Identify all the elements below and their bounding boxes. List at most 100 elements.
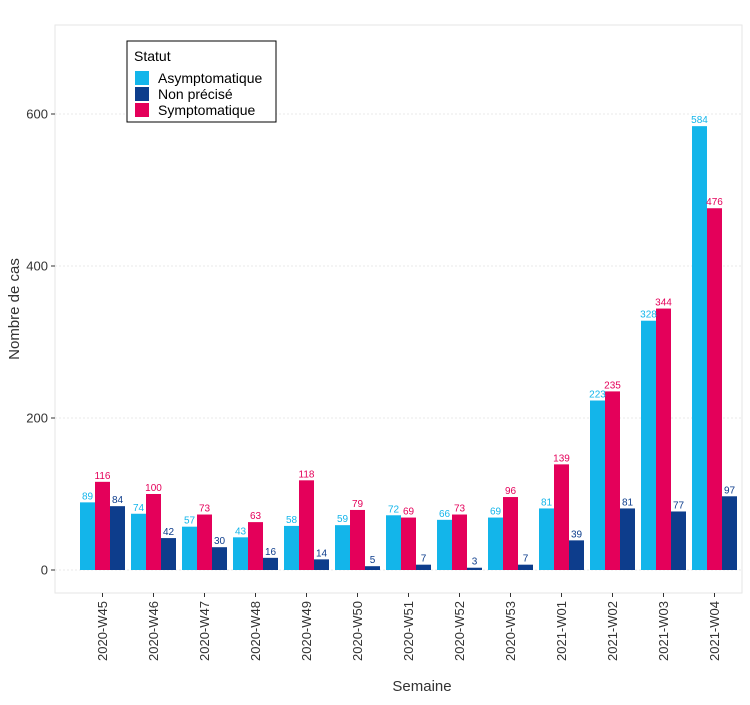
bar	[641, 320, 656, 570]
bar	[467, 567, 482, 570]
data-label: 58	[286, 515, 298, 526]
data-label: 89	[82, 491, 94, 502]
bar	[452, 514, 467, 570]
data-label: 7	[421, 554, 427, 565]
legend-box	[126, 40, 277, 123]
bar	[299, 480, 314, 570]
bar	[416, 564, 431, 570]
data-label: 84	[112, 495, 124, 506]
bar	[161, 538, 176, 570]
bars	[80, 126, 737, 571]
value-labels: 8911684741004257733043631658118145979572…	[82, 115, 736, 568]
data-label: 74	[133, 503, 145, 514]
bar	[284, 525, 299, 570]
data-label: 69	[403, 507, 415, 518]
data-label: 81	[622, 497, 634, 508]
y-axis: 0 200 400 600	[26, 107, 55, 578]
bar	[131, 513, 146, 570]
data-label: 43	[235, 526, 247, 537]
x-tick-label: 2021-W03	[656, 601, 671, 661]
x-tick-label: 2020-W53	[503, 601, 518, 661]
data-label: 223	[589, 390, 606, 401]
bar	[146, 494, 161, 570]
legend-label-0: Asymptomatique	[158, 70, 262, 86]
x-axis: 2020-W45 2020-W46 2020-W47 2020-W48 2020-W49…	[95, 593, 722, 661]
data-label: 116	[95, 471, 111, 482]
data-label: 328	[640, 310, 657, 321]
bar	[263, 557, 278, 570]
data-label: 96	[505, 486, 517, 497]
bar	[182, 526, 197, 570]
data-label: 235	[604, 380, 621, 391]
data-label: 39	[571, 529, 583, 540]
data-label: 3	[472, 557, 478, 568]
data-label: 14	[316, 548, 328, 559]
bar	[248, 522, 263, 570]
bar	[569, 540, 584, 570]
legend-label-2: Symptomatique	[158, 102, 255, 118]
bar	[212, 547, 227, 570]
bar	[656, 308, 671, 570]
data-label: 77	[673, 500, 685, 511]
y-tick-label: 0	[41, 563, 48, 578]
bar	[671, 511, 686, 570]
data-label: 73	[199, 504, 211, 515]
x-tick-label: 2020-W48	[248, 601, 263, 661]
data-label: 139	[553, 453, 570, 464]
data-label: 72	[388, 504, 400, 515]
bar	[539, 508, 554, 570]
x-tick-label: 2020-W52	[452, 601, 467, 661]
data-label: 16	[265, 547, 277, 558]
y-tick-label: 400	[26, 259, 48, 274]
legend-swatch-1	[135, 87, 149, 101]
bar	[503, 497, 518, 570]
data-label: 66	[439, 509, 451, 520]
bar	[365, 566, 380, 570]
x-tick-label: 2020-W50	[350, 601, 365, 661]
bar	[350, 509, 365, 570]
x-tick-label: 2020-W51	[401, 601, 416, 661]
data-label: 63	[250, 511, 262, 522]
data-label: 69	[490, 507, 502, 518]
data-label: 30	[214, 536, 226, 547]
legend-label-1: Non précisé	[158, 86, 233, 102]
legend-title: Statut	[134, 48, 171, 64]
legend-swatch-2	[135, 103, 149, 117]
legend: Statut Asymptomatique Non précisé Sympto…	[126, 40, 277, 123]
y-axis-title: Nombre de cas	[6, 258, 23, 360]
bar	[80, 502, 95, 570]
legend-swatch-0	[135, 71, 149, 85]
bar	[233, 537, 248, 570]
bar	[620, 508, 635, 570]
bar	[401, 517, 416, 570]
data-label: 59	[337, 514, 349, 525]
bar	[707, 208, 722, 571]
data-label: 81	[541, 497, 553, 508]
data-label: 476	[706, 197, 723, 208]
bar	[722, 496, 737, 570]
bar	[95, 481, 110, 570]
bar	[110, 506, 125, 570]
bar	[518, 564, 533, 570]
x-tick-label: 2021-W02	[605, 601, 620, 661]
bar	[488, 517, 503, 570]
bar	[197, 514, 212, 570]
y-tick-label: 200	[26, 411, 48, 426]
y-tick-label: 600	[26, 107, 48, 122]
data-label: 7	[523, 554, 529, 565]
bar	[386, 515, 401, 570]
x-axis-title: Semaine	[392, 678, 451, 695]
bar	[335, 525, 350, 570]
data-label: 118	[299, 469, 315, 480]
data-label: 5	[370, 555, 376, 566]
x-tick-label: 2020-W49	[299, 601, 314, 661]
bar	[437, 519, 452, 570]
bar	[590, 400, 605, 570]
x-tick-label: 2020-W46	[146, 601, 161, 661]
x-tick-label: 2021-W01	[554, 601, 569, 661]
bar	[554, 464, 569, 570]
x-tick-label: 2021-W04	[707, 601, 722, 661]
data-label: 100	[145, 483, 162, 494]
bar	[314, 559, 329, 570]
